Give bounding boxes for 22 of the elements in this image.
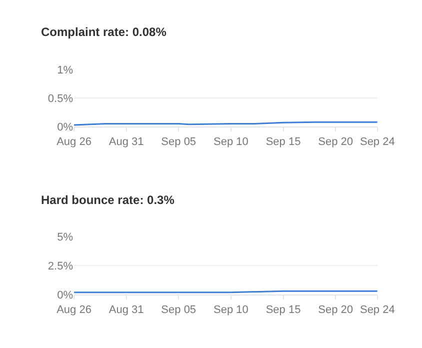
y-tick-label: 0.5% xyxy=(48,93,74,106)
x-tick-label: Sep 24 xyxy=(360,136,395,148)
x-tick-label: Sep 24 xyxy=(360,304,395,316)
x-tick-label: Aug 31 xyxy=(108,136,144,148)
chart-title: Complaint rate: 0.08% xyxy=(41,25,167,39)
x-tick-label: Aug 31 xyxy=(108,304,144,316)
x-tick-label: Sep 05 xyxy=(161,136,196,148)
y-tick-label: 2.5% xyxy=(48,260,74,273)
x-tick-label: Sep 20 xyxy=(318,304,353,316)
x-tick-label: Sep 15 xyxy=(266,304,301,316)
y-tick-label: 5% xyxy=(57,232,74,244)
chart-title: Hard bounce rate: 0.3% xyxy=(41,193,175,207)
x-tick-label: Sep 05 xyxy=(161,304,196,316)
x-tick-label: Aug 26 xyxy=(56,136,92,148)
x-tick-label: Sep 20 xyxy=(318,136,353,148)
x-tick-label: Sep 15 xyxy=(266,136,301,148)
x-tick-label: Sep 10 xyxy=(214,136,248,148)
x-tick-label: Sep 10 xyxy=(214,304,248,316)
y-tick-label: 0% xyxy=(57,122,74,134)
x-tick-label: Aug 26 xyxy=(56,304,92,316)
y-tick-label: 1% xyxy=(57,64,74,77)
y-tick-label: 0% xyxy=(57,290,74,302)
